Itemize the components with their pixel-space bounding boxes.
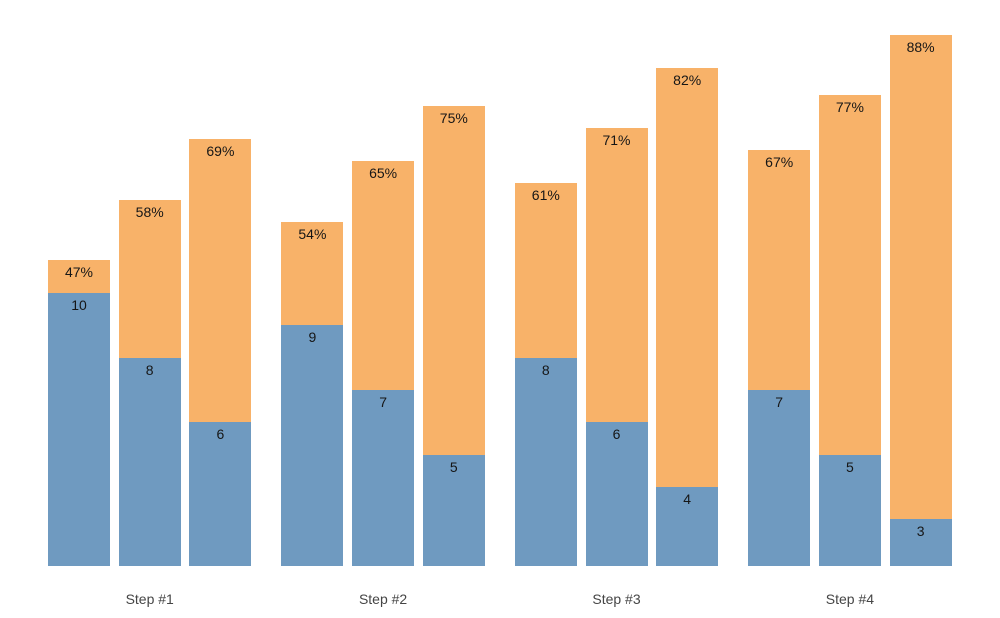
- bar-bottom-segment: [889, 519, 952, 566]
- bar-bottom-segment: [352, 389, 415, 566]
- bar-bottom-segment: [748, 389, 811, 566]
- bar-bottom-segment: [514, 357, 577, 566]
- bar-bottom-segment: [48, 293, 110, 566]
- bar-total-segment: [889, 34, 952, 566]
- bar-bottom-segment: [818, 454, 881, 566]
- bar-bottom-segment: [656, 486, 719, 566]
- bar-bottom-segment: [189, 422, 252, 566]
- x-axis-label: Step #3: [592, 591, 641, 607]
- bar-bottom-segment: [585, 422, 648, 566]
- bar-bottom-segment: [281, 325, 344, 566]
- x-axis-label: Step #1: [125, 591, 174, 607]
- bar-bottom-segment: [118, 357, 181, 566]
- x-axis-label: Step #4: [825, 591, 875, 607]
- x-axis-label: Step #2: [358, 591, 408, 607]
- bar-bottom-segment: [422, 454, 485, 566]
- bar-total-segment: [656, 67, 719, 566]
